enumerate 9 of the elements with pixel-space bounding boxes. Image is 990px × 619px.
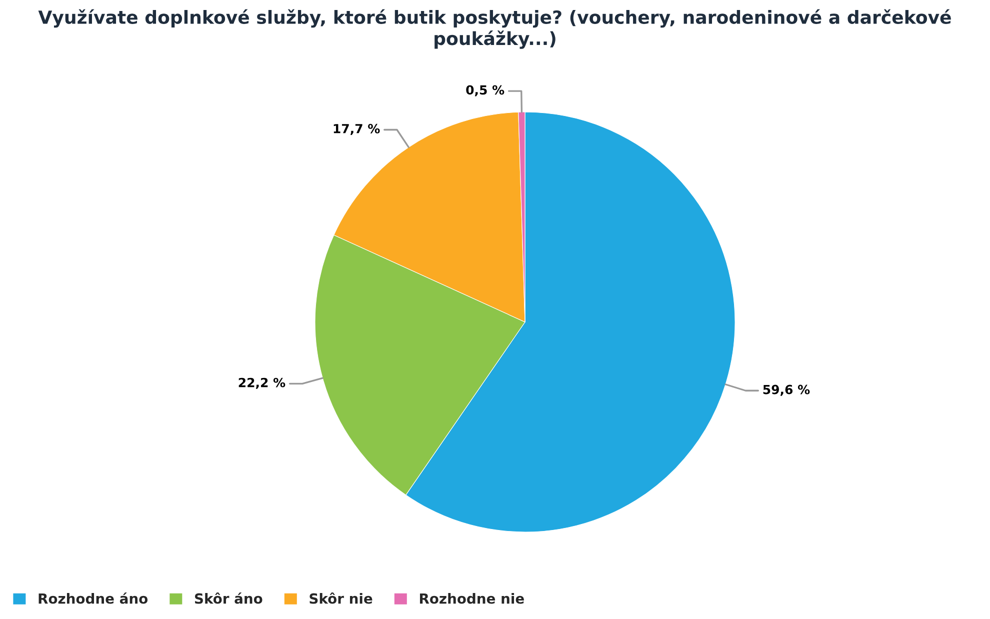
data-label: 0,5 % [466, 85, 504, 96]
data-label: 22,2 % [238, 378, 286, 389]
data-label: 17,7 % [334, 124, 380, 135]
legend-label: Skôr nie [310, 592, 372, 604]
legend-label: Skôr áno [194, 592, 262, 604]
legend-label: Rozhodne áno [38, 592, 148, 604]
chart-title: Využívate doplnkové služby, ktoré butik poskytuje? (vouchery, narodeninové a darčekové poukážky...) [38, 9, 951, 49]
legend-label: Rozhodne nie [420, 593, 524, 604]
data-label: 59,6 % [763, 384, 810, 396]
